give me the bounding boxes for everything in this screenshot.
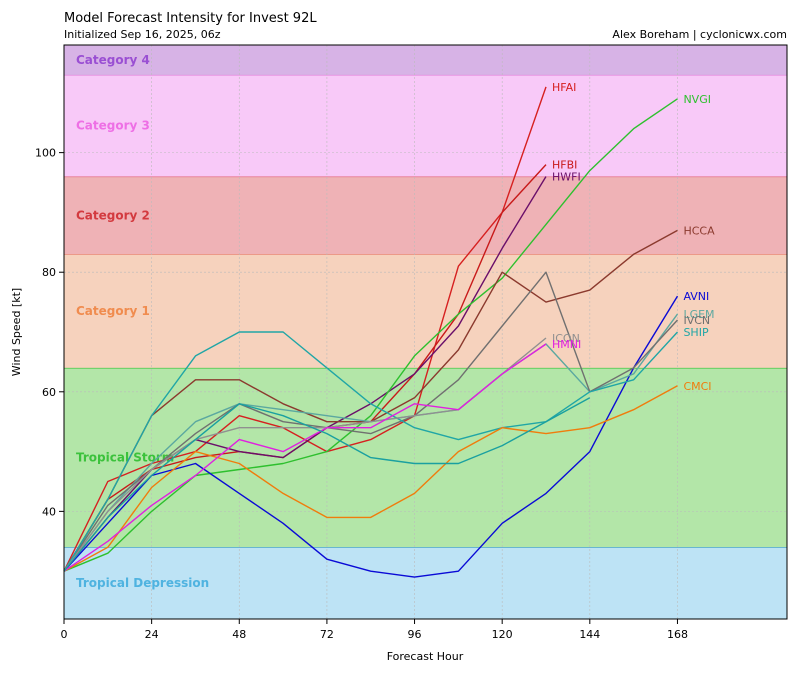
axes: 0 24 48 72 96 120 144 168 40 60 80 100: [35, 147, 688, 641]
series-label-ship: SHIP: [683, 326, 708, 339]
grid-lines: [63, 45, 787, 619]
x-tick-label-120: 120: [492, 628, 513, 641]
band-label-category-1: Category 1: [76, 304, 150, 318]
y-axis-label: Wind Speed [kt]: [10, 288, 23, 376]
band-category-3: [64, 74, 787, 177]
plot-frame: [63, 44, 788, 620]
y-tick-label-80: 80: [42, 266, 56, 279]
x-tick-label-72: 72: [320, 628, 334, 641]
series-line-hmni: [63, 343, 547, 572]
series-line-teal2: [63, 397, 591, 572]
series-lines: [63, 86, 679, 578]
series-label-hmni: HMNI: [552, 338, 581, 351]
intensity-bands: Tropical Depression Tropical Storm Categor…: [64, 45, 787, 619]
series-line-ivcn: [63, 271, 679, 572]
series-label-hcca: HCCA: [683, 224, 715, 237]
y-tick-label-40: 40: [42, 505, 56, 518]
series-label-hfbi: HFBI: [552, 159, 577, 172]
series-label-hwfi: HWFI: [552, 171, 581, 184]
chart-subtitle: Initialized Sep 16, 2025, 06z: [64, 28, 221, 41]
band-category-4: [64, 45, 787, 75]
series-line-ship: [63, 331, 679, 572]
series-line-hwfi: [63, 176, 547, 572]
band-label-category-4: Category 4: [76, 53, 150, 67]
series-label-lgem: LGEM: [683, 308, 714, 321]
series-label-ivcn: IVCN: [683, 314, 710, 327]
band-category-1: [64, 254, 787, 368]
series-label-hfai: HFAI: [552, 81, 576, 94]
x-tick-label-96: 96: [408, 628, 422, 641]
y-tick-label-100: 100: [35, 147, 56, 160]
x-tick-label-48: 48: [232, 628, 246, 641]
series-label-cmci: CMCI: [683, 380, 711, 393]
y-tick-label-60: 60: [42, 386, 56, 399]
band-label-category-2: Category 2: [76, 208, 150, 222]
x-tick-label-0: 0: [61, 628, 68, 641]
chart-credit: Alex Boreham | cyclonicwx.com: [612, 28, 787, 41]
band-category-2: [64, 176, 787, 255]
x-tick-label-168: 168: [667, 628, 688, 641]
band-tropical-depression: [64, 547, 787, 619]
band-tropical-storm: [64, 367, 787, 548]
series-label-icon: ICON: [552, 332, 580, 345]
x-tick-label-24: 24: [145, 628, 159, 641]
series-label-nvgi: NVGI: [683, 93, 711, 106]
band-label-tropical-storm: Tropical Storm: [76, 451, 174, 465]
series-line-avni: [63, 295, 679, 578]
chart-title: Model Forecast Intensity for Invest 92L: [64, 11, 317, 26]
x-tick-label-144: 144: [579, 628, 600, 641]
series-label-avni: AVNI: [683, 290, 709, 303]
x-axis-label: Forecast Hour: [387, 650, 464, 663]
series-line-cmci: [63, 385, 678, 572]
series-line-nvgi: [63, 98, 678, 572]
band-label-category-3: Category 3: [76, 119, 150, 133]
band-label-tropical-depression: Tropical Depression: [76, 576, 209, 590]
